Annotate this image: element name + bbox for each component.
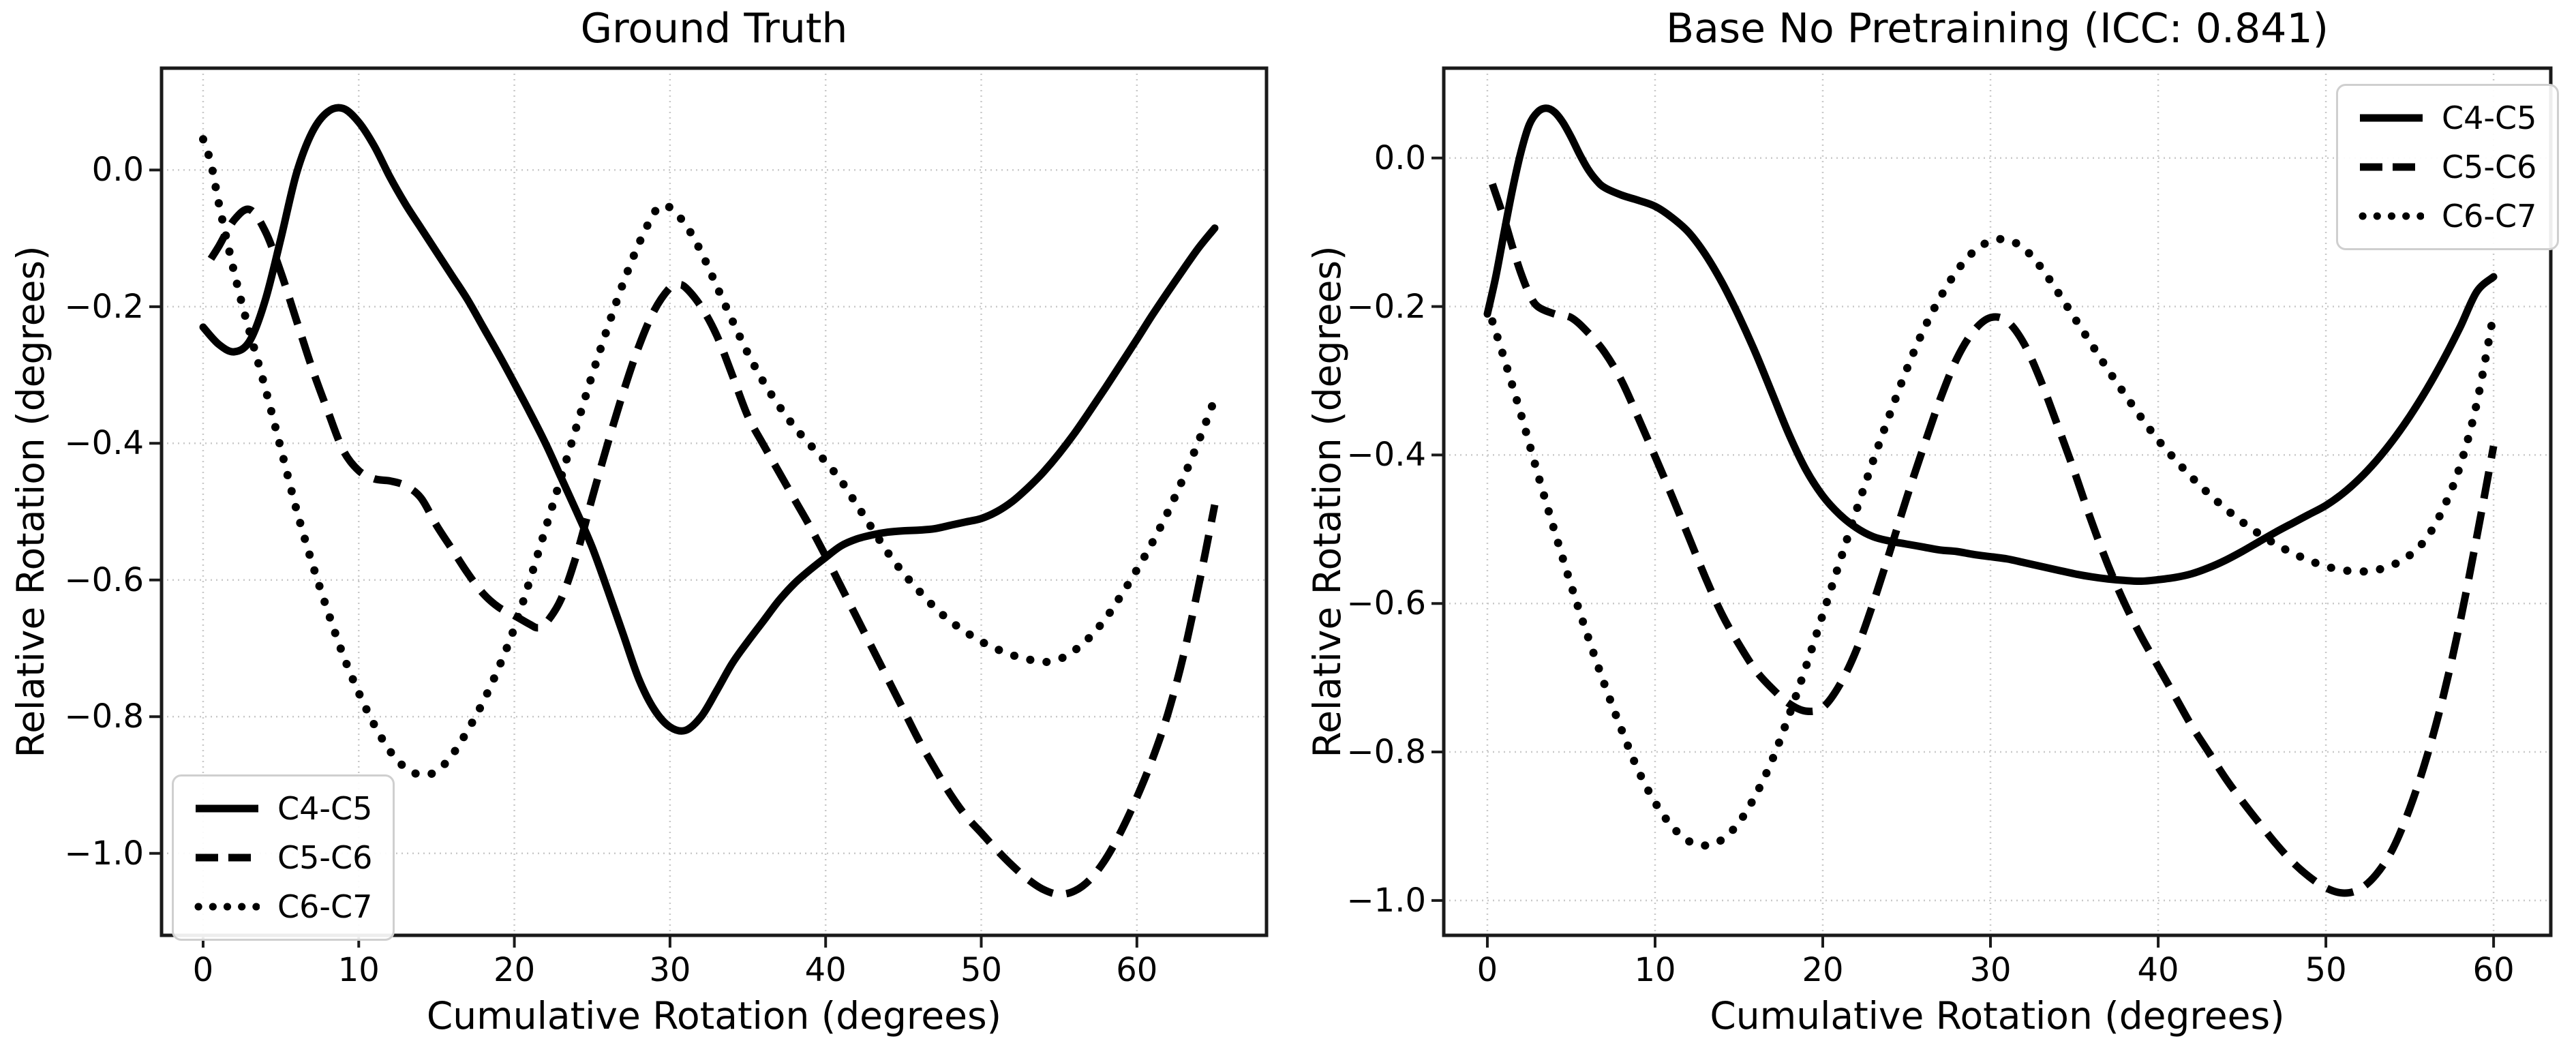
legend-row: C6-C7 bbox=[2359, 199, 2536, 233]
x-tick-label: 20 bbox=[1802, 951, 1844, 989]
chart-0 bbox=[149, 66, 1269, 948]
y-tick-label: 0.0 bbox=[1374, 138, 1426, 177]
legend-label: C4-C5 bbox=[2442, 100, 2537, 136]
plot-border bbox=[160, 66, 1269, 937]
x-tick-label: 60 bbox=[1116, 951, 1158, 989]
y-tick-label: 0.0 bbox=[91, 151, 144, 190]
x-tick-label: 10 bbox=[1634, 951, 1676, 989]
legend-row: C4-C5 bbox=[2359, 101, 2536, 135]
x-tick-label: 40 bbox=[804, 951, 847, 989]
legend-line-sample-dashed-icon bbox=[196, 854, 258, 862]
curve-c6-c7 bbox=[1488, 235, 2498, 850]
legend-ground-truth: C4-C5 C5-C6 C6-C7 bbox=[172, 774, 395, 941]
x-tick-label: 50 bbox=[960, 951, 1003, 989]
chart-title-base-no-pretraining: Base No Pretraining (ICC: 0.841) bbox=[1665, 5, 2329, 52]
y-tick-label: −0.8 bbox=[64, 697, 144, 736]
x-tick-label: 50 bbox=[2305, 951, 2347, 989]
legend-line-sample-solid-icon bbox=[196, 804, 258, 813]
x-tick-label: 30 bbox=[1969, 951, 2012, 989]
legend-label: C4-C5 bbox=[277, 790, 373, 827]
x-axis-label-left: Cumulative Rotation (degrees) bbox=[426, 994, 1002, 1038]
y-tick-label: −0.6 bbox=[64, 560, 144, 599]
x-axis-label-right: Cumulative Rotation (degrees) bbox=[1710, 994, 2285, 1038]
legend-line-sample-solid-icon bbox=[2360, 114, 2423, 122]
y-tick-label: −0.4 bbox=[1346, 436, 1426, 474]
legend-row: C4-C5 bbox=[194, 791, 372, 826]
legend-base-no-pretraining: C4-C5 C5-C6 C6-C7 bbox=[2336, 84, 2560, 250]
chart-title-ground-truth: Ground Truth bbox=[580, 5, 848, 52]
x-tick-label: 0 bbox=[1476, 951, 1498, 989]
y-tick-label: −0.4 bbox=[64, 424, 144, 463]
y-tick-label: −1.0 bbox=[64, 834, 144, 873]
legend-line-sample-dotted-icon bbox=[2359, 212, 2424, 220]
chart-1 bbox=[1431, 66, 2553, 948]
plot-border bbox=[1442, 66, 2553, 937]
legend-label: C5-C6 bbox=[2442, 149, 2537, 185]
x-tick-label: 60 bbox=[2472, 951, 2515, 989]
x-tick-label: 30 bbox=[649, 951, 691, 989]
curve-c4-c5 bbox=[1483, 104, 2498, 586]
y-tick-label: −0.6 bbox=[1346, 584, 1426, 623]
curve-c5-c6 bbox=[1489, 183, 2498, 897]
y-tick-label: −0.8 bbox=[1346, 733, 1426, 771]
legend-row: C5-C6 bbox=[2359, 150, 2536, 184]
legend-row: C6-C7 bbox=[194, 890, 372, 924]
legend-label: C6-C7 bbox=[2442, 198, 2537, 235]
y-tick-label: −0.2 bbox=[64, 287, 144, 326]
legend-line-sample-dotted-icon bbox=[194, 903, 260, 911]
curve-c5-c6 bbox=[207, 205, 1219, 899]
x-tick-label: 0 bbox=[192, 951, 214, 989]
x-tick-label: 10 bbox=[337, 951, 380, 989]
x-tick-label: 40 bbox=[2137, 951, 2179, 989]
y-tick-label: −1.0 bbox=[1346, 881, 1426, 920]
legend-line-sample-dashed-icon bbox=[2360, 163, 2423, 171]
curve-c4-c5 bbox=[199, 104, 1219, 735]
x-tick-label: 20 bbox=[494, 951, 536, 989]
legend-label: C6-C7 bbox=[277, 888, 373, 925]
curve-c6-c7 bbox=[199, 135, 1219, 779]
legend-row: C5-C6 bbox=[194, 841, 372, 875]
legend-label: C5-C6 bbox=[277, 839, 373, 876]
y-tick-label: −0.2 bbox=[1346, 287, 1426, 326]
